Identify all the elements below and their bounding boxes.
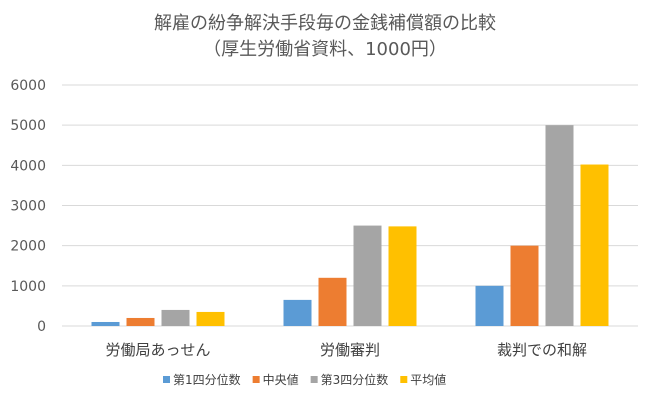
legend-label: 第1四分位数 bbox=[173, 372, 241, 387]
bar bbox=[545, 125, 574, 327]
x-axis: 労働局あっせん 労働審判 裁判での和解 bbox=[105, 341, 587, 359]
legend: 第1四分位数 中央値 第3四分位数 平均値 bbox=[163, 372, 446, 387]
legend-swatch bbox=[252, 376, 260, 383]
y-tick-label: 3000 bbox=[10, 199, 46, 215]
bar bbox=[318, 277, 347, 326]
legend-swatch bbox=[400, 376, 408, 383]
y-tick-label: 6000 bbox=[10, 78, 46, 94]
y-tick-label: 0 bbox=[37, 319, 46, 335]
bar bbox=[580, 164, 609, 326]
y-tick-label: 2000 bbox=[10, 239, 46, 255]
legend-label: 中央値 bbox=[263, 372, 299, 387]
y-tick-label: 5000 bbox=[10, 118, 46, 134]
bar bbox=[353, 225, 382, 326]
bar bbox=[126, 317, 155, 326]
x-tick-label: 労働審判 bbox=[320, 341, 380, 359]
chart-title: 解雇の紛争解決手段毎の金銭補償額の比較 bbox=[154, 13, 496, 34]
bar bbox=[283, 299, 312, 326]
y-tick-label: 4000 bbox=[10, 158, 46, 174]
bar bbox=[475, 285, 504, 326]
legend-swatch bbox=[163, 376, 170, 383]
x-tick-label: 裁判での和解 bbox=[497, 341, 587, 359]
y-axis: 0 1000 2000 3000 4000 5000 6000 bbox=[10, 78, 46, 335]
bar bbox=[161, 309, 190, 326]
bar bbox=[91, 321, 120, 326]
legend-label: 第3四分位数 bbox=[321, 372, 389, 387]
gridlines bbox=[62, 84, 638, 327]
y-tick-label: 1000 bbox=[10, 279, 46, 295]
bars bbox=[91, 125, 609, 327]
bar bbox=[388, 226, 417, 326]
chart-subtitle: （厚生労働省資料、1000円） bbox=[203, 39, 447, 60]
bar bbox=[196, 311, 225, 326]
legend-label: 平均値 bbox=[410, 372, 446, 387]
legend-swatch bbox=[310, 376, 318, 383]
x-tick-label: 労働局あっせん bbox=[105, 341, 210, 359]
bar bbox=[510, 245, 539, 326]
